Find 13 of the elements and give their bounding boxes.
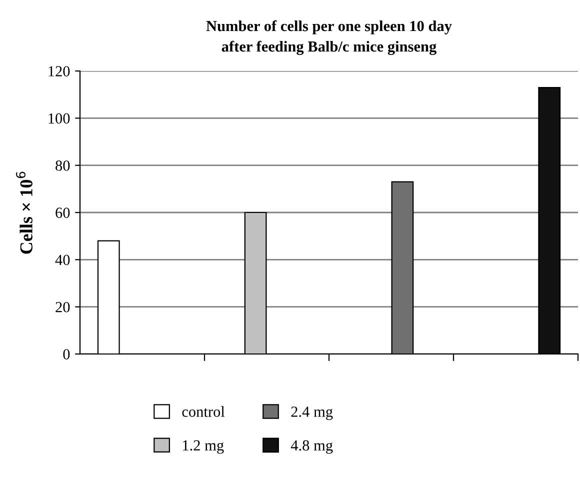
- y-tick-label: 40: [55, 254, 70, 266]
- legend-label: control: [182, 406, 225, 417]
- y-axis-title: Cells × 10$^{6}$: [16, 172, 32, 254]
- legend-label: 4.8 mg: [290, 440, 333, 454]
- chart-title: Number of cells per one spleen 10 day after feeding Balb/c mice ginseng: [206, 20, 452, 55]
- y-tick-label: 100: [48, 113, 70, 124]
- y-tick-label: 80: [56, 160, 70, 171]
- y-tick-label: 20: [56, 302, 70, 312]
- y-tick-label: 60: [56, 208, 70, 218]
- y-tick-label: 120: [48, 66, 70, 76]
- legend-label: 2.4 mg: [291, 406, 333, 420]
- y-tick-label: 0: [63, 349, 70, 360]
- legend-label: 1.2 mg: [182, 440, 224, 454]
